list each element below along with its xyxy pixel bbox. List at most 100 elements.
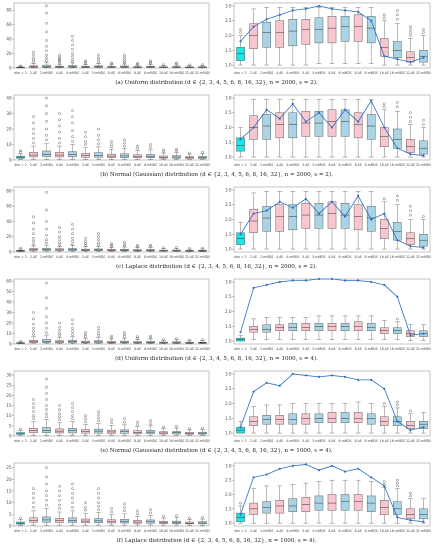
box-8: [120, 417, 129, 436]
box-body: [301, 19, 311, 45]
x-tick-label: dim = 2: [234, 71, 246, 75]
outlier-point: [58, 141, 61, 145]
x-tick-label: 16-AE: [380, 529, 389, 533]
outlier-point: [45, 377, 48, 381]
box-9: [353, 315, 363, 340]
outlier-point: [84, 60, 87, 64]
line-point: [422, 332, 425, 335]
box-9: [133, 335, 142, 344]
box-body: [353, 494, 363, 511]
outlier-point: [58, 243, 61, 247]
y-tick-label: 1.0: [225, 431, 232, 436]
y-tick-label: 20: [6, 393, 12, 398]
line-point: [396, 420, 399, 423]
outlier-point: [97, 325, 100, 329]
x-tick-label: 16-AE: [380, 71, 389, 75]
chart-a-left: 0 20 40 60 80 dim = 2 2-AE 2-mMDS 4-AE 4-mMDS 5-AE…: [6, 2, 210, 75]
line-point: [370, 378, 373, 381]
x-tick-label: dim = 2: [14, 439, 26, 443]
outlier-point: [162, 425, 165, 429]
outlier-point: [84, 335, 87, 338]
outlier-point: [58, 55, 61, 59]
outlier-point: [110, 61, 113, 65]
outlier-point: [45, 331, 48, 334]
box-2: [262, 191, 271, 250]
caption-e: (e) Normal (Gaussian) distribution (d ∈ …: [100, 448, 333, 454]
y-tick-label: 80: [6, 8, 12, 13]
x-tick-label: 6-AE: [328, 163, 335, 167]
x-tick-label: 6-AE: [328, 529, 335, 533]
line-point: [304, 197, 307, 200]
outlier-point: [71, 58, 74, 61]
outlier-point: [45, 307, 48, 310]
box-9: [133, 62, 142, 69]
x-tick-label: 6-AE: [108, 255, 115, 259]
outlier-point: [149, 511, 152, 515]
line-point: [343, 470, 347, 473]
x-tick-label: 32-AE: [406, 529, 415, 533]
x-tick-label: 4-AE: [276, 529, 283, 533]
x-tick-label: 8-mMDS: [144, 529, 157, 533]
y-tick-label: 0: [9, 524, 12, 529]
box-body: [262, 324, 271, 333]
outlier-point: [175, 149, 178, 152]
x-tick-label: 16-mMDS: [390, 71, 405, 75]
box-body: [393, 501, 402, 515]
box-3: [275, 99, 285, 158]
x-tick-label: 5-AE: [82, 163, 89, 167]
line-point: [383, 55, 386, 58]
box-body: [262, 21, 271, 48]
outlier-point: [149, 336, 152, 339]
outlier-point: [97, 410, 100, 413]
box-10: [146, 508, 155, 526]
x-tick-label: dim = 2: [234, 439, 246, 443]
box-5: [301, 403, 311, 434]
outlier-point: [32, 410, 35, 413]
outlier-point: [123, 243, 126, 246]
outlier-point: [71, 506, 74, 509]
box-13: [406, 111, 415, 158]
box-3: [55, 321, 64, 344]
outlier-point: [84, 333, 87, 336]
y-tick-label: 30: [6, 111, 12, 116]
x-tick-label: 4-AE: [276, 439, 283, 443]
outlier-point: [84, 506, 87, 509]
outlier-point: [136, 244, 139, 247]
box-body: [262, 113, 271, 140]
x-tick-label: 2-mMDS: [40, 529, 53, 533]
x-tick-label: 4-AE: [56, 347, 63, 351]
outlier-point: [45, 415, 48, 418]
y-tick-label: 2.0: [225, 492, 232, 497]
line-point: [265, 283, 268, 287]
outlier-point: [32, 240, 35, 243]
box-5: [81, 331, 90, 344]
line-point: [396, 239, 399, 242]
outlier-point: [396, 105, 399, 109]
outlier-point: [32, 243, 35, 246]
outlier-point: [45, 45, 48, 48]
box-10: [146, 59, 155, 69]
x-tick-label: 6-mMDS: [339, 255, 352, 259]
x-tick-label: 16-mMDS: [390, 347, 405, 351]
outlier-point: [123, 502, 126, 506]
outlier-point: [45, 233, 48, 237]
box-10: [366, 481, 376, 524]
box-body: [288, 413, 298, 425]
y-tick-label: 2.5: [225, 202, 232, 207]
y-tick-label: 2.0: [225, 33, 232, 38]
box-13: [406, 324, 415, 341]
outlier-point: [123, 138, 126, 142]
box-9: [353, 99, 363, 158]
outlier-point: [84, 420, 87, 424]
box-11: [159, 514, 168, 526]
box-body: [314, 111, 324, 137]
box-body: [236, 47, 245, 61]
x-tick-label: 8-AE: [355, 71, 362, 75]
x-tick-label: 2-AE: [250, 529, 257, 533]
outlier-point: [45, 133, 48, 137]
box-1: [249, 192, 258, 250]
outlier-point: [396, 194, 399, 198]
x-tick-label: 2-mMDS: [260, 529, 273, 533]
box-14: [419, 118, 428, 158]
